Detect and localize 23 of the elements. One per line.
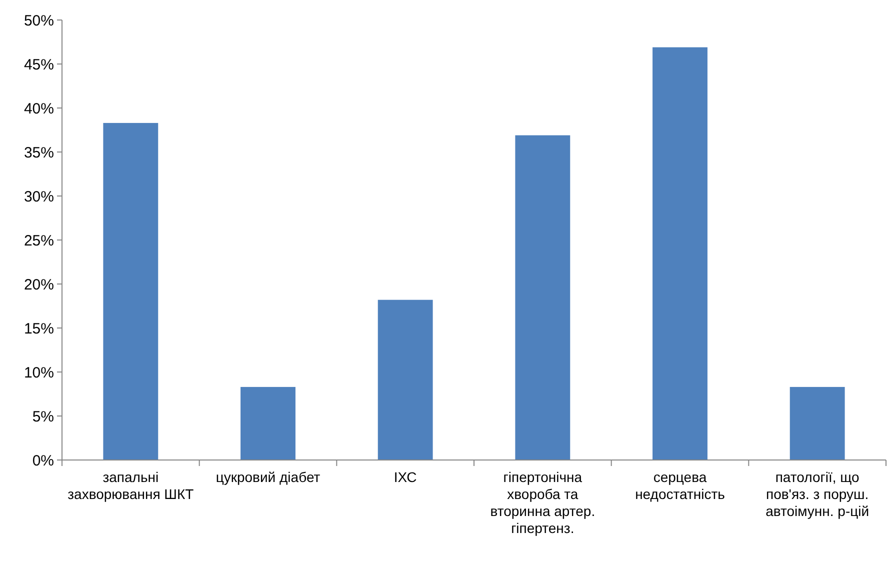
bar bbox=[240, 386, 296, 460]
bar bbox=[515, 135, 570, 460]
x-tick-label: серцева недостатність bbox=[635, 469, 725, 502]
y-tick-label: 25% bbox=[24, 232, 54, 250]
x-tick-label: гіпертонічна хвороба та вторинна артер. гіпертенз. bbox=[490, 469, 596, 536]
bar bbox=[790, 386, 845, 460]
y-tick-label: 15% bbox=[24, 320, 54, 338]
bar bbox=[378, 300, 433, 460]
y-tick-label: 20% bbox=[24, 276, 54, 294]
y-tick-label: 45% bbox=[24, 56, 54, 74]
y-tick-label: 0% bbox=[32, 452, 54, 470]
y-tick-label: 10% bbox=[24, 364, 54, 382]
y-tick-label: 5% bbox=[32, 408, 54, 426]
y-tick-label: 35% bbox=[24, 144, 54, 162]
y-tick-label: 40% bbox=[24, 100, 54, 118]
x-tick-label: цукровий діабет bbox=[216, 469, 321, 485]
x-tick-label: патології, що пов'яз. з поруш. автоімунн. р-цій bbox=[766, 469, 870, 519]
x-tick-label: запальні захворювання ШКТ bbox=[68, 469, 194, 502]
y-tick-label: 50% bbox=[24, 12, 54, 30]
bar bbox=[652, 47, 708, 460]
bar bbox=[103, 122, 158, 460]
x-tick-label: ІХС bbox=[394, 469, 417, 485]
y-tick-label: 30% bbox=[24, 188, 54, 206]
